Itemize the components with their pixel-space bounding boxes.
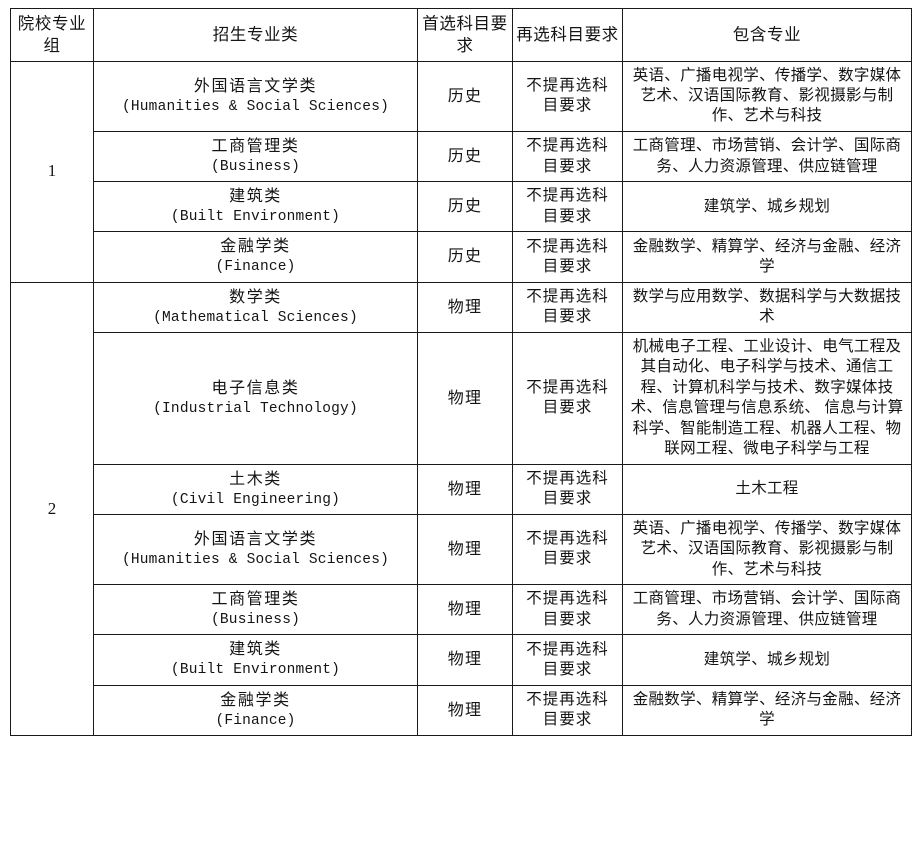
first-choice-subject-cell: 物理 <box>417 684 513 736</box>
second-choice-subject-cell: 不提再选科目要求 <box>512 463 623 515</box>
major-category-cell: 工商管理类 (Business) <box>93 130 418 183</box>
second-choice-subject-cell: 不提再选科目要求 <box>512 684 623 736</box>
major-category-en: (Business) <box>210 612 300 629</box>
table-row: 金融学类 (Finance) 物理 不提再选科目要求 金融数学、精算学、经济与金融、经济… <box>11 684 912 736</box>
major-category-en: (Civil Engineering) <box>170 491 341 508</box>
major-category-cn: 数学类 <box>229 288 282 306</box>
first-choice-subject-cell: 物理 <box>417 513 513 586</box>
column-header-group: 院校专业组 <box>10 8 94 62</box>
major-category-cn: 建筑类 <box>229 188 282 206</box>
major-category-cn: 工商管理类 <box>211 591 300 609</box>
major-category-cell: 土木类 (Civil Engineering) <box>93 463 418 515</box>
major-category-en: (Industrial Technology) <box>153 400 358 417</box>
major-category-cn: 外国语言文学类 <box>193 530 318 548</box>
major-category-cell: 金融学类 (Finance) <box>93 684 418 736</box>
header-row: 院校专业组 招生专业类 首选科目要求 再选科目要求 包含专业 <box>10 8 912 62</box>
table-row: 工商管理类 (Business) 物理 不提再选科目要求 工商管理、市场营销、会计学、国… <box>11 584 912 636</box>
table-body: 1 外国语言文学类 (Humanities & Social Sciences) 历史… <box>10 60 912 736</box>
first-choice-subject-cell: 物理 <box>417 634 513 686</box>
group-number-cell: 1 <box>10 60 94 283</box>
included-majors-cell: 工商管理、市场营销、会计学、国际商务、人力资源管理、供应链管理 <box>622 130 912 183</box>
major-category-cn: 金融学类 <box>220 691 291 709</box>
major-category-cell: 外国语言文学类 (Humanities & Social Sciences) <box>93 513 418 586</box>
major-category-en: (Built Environment) <box>170 662 341 679</box>
major-category-cell: 数学类 (Mathematical Sciences) <box>93 281 418 333</box>
table-header: 院校专业组 招生专业类 首选科目要求 再选科目要求 包含专业 <box>10 8 912 62</box>
second-choice-subject-cell: 不提再选科目要求 <box>512 60 623 132</box>
table-row: 2 数学类 (Mathematical Sciences) 物理 不提再选科目要求 数学与… <box>10 281 912 736</box>
table-row: 工商管理类 (Business) 历史 不提再选科目要求 工商管理、市场营销、会计学、国… <box>11 130 912 183</box>
included-majors-cell: 建筑学、城乡规划 <box>622 634 912 686</box>
included-majors-cell: 建筑学、城乡规划 <box>622 181 912 233</box>
second-choice-subject-cell: 不提再选科目要求 <box>512 231 623 283</box>
first-choice-subject-cell: 历史 <box>417 181 513 233</box>
major-category-en: (Humanities & Social Sciences) <box>121 551 390 568</box>
major-category-en: (Mathematical Sciences) <box>153 309 358 326</box>
first-choice-subject-cell: 物理 <box>417 331 513 465</box>
table-row: 电子信息类 (Industrial Technology) 物理 不提再选科目要求 机械… <box>11 331 912 465</box>
first-choice-subject-cell: 历史 <box>417 60 513 132</box>
table-row: 外国语言文学类 (Humanities & Social Sciences) 物理不… <box>11 513 912 586</box>
second-choice-subject-cell: 不提再选科目要求 <box>512 513 623 586</box>
second-choice-subject-cell: 不提再选科目要求 <box>512 634 623 686</box>
first-choice-subject-cell: 物理 <box>417 463 513 515</box>
column-header-second-choice: 再选科目要求 <box>512 8 623 62</box>
major-category-en: (Business) <box>210 159 300 175</box>
included-majors-cell: 土木工程 <box>622 463 912 515</box>
first-choice-subject-cell: 历史 <box>417 130 513 183</box>
second-choice-subject-cell: 不提再选科目要求 <box>512 181 623 233</box>
column-header-first-choice: 首选科目要求 <box>417 8 513 62</box>
major-category-cn: 建筑类 <box>229 641 282 659</box>
first-choice-subject-cell: 物理 <box>417 584 513 636</box>
admission-major-table: 院校专业组 招生专业类 首选科目要求 再选科目要求 包含专业 1 外国语言文学类 (… <box>10 8 912 736</box>
first-choice-subject-cell: 历史 <box>417 231 513 283</box>
column-header-category: 招生专业类 <box>93 8 418 62</box>
column-header-majors: 包含专业 <box>622 8 912 62</box>
major-category-cn: 电子信息类 <box>211 379 300 397</box>
first-choice-subject-cell: 物理 <box>417 281 513 333</box>
included-majors-cell: 金融数学、精算学、经济与金融、经济学 <box>622 684 912 736</box>
major-category-cell: 金融学类 (Finance) <box>93 231 418 283</box>
group-number-cell: 2 <box>10 281 94 736</box>
second-choice-subject-cell: 不提再选科目要求 <box>512 584 623 636</box>
major-category-cell: 外国语言文学类 (Humanities & Social Sciences) <box>93 60 418 132</box>
major-category-en: (Finance) <box>215 712 296 729</box>
table-row: 土木类 (Civil Engineering) 物理 不提再选科目要求 土木工程 <box>11 463 912 515</box>
major-category-en: (Finance) <box>215 259 296 276</box>
table-row: 1 外国语言文学类 (Humanities & Social Sciences) 历史… <box>10 60 912 283</box>
included-majors-cell: 数学与应用数学、数据科学与大数据技术 <box>622 281 912 333</box>
major-category-cn: 土木类 <box>229 470 282 488</box>
major-category-cell: 工商管理类 (Business) <box>93 584 418 636</box>
second-choice-subject-cell: 不提再选科目要求 <box>512 130 623 183</box>
major-category-en: (Built Environment) <box>170 209 341 226</box>
included-majors-cell: 机械电子工程、工业设计、电气工程及其自动化、电子科学与技术、通信工程、计算机科学… <box>622 331 912 465</box>
included-majors-cell: 英语、广播电视学、传播学、数字媒体艺术、汉语国际教育、影视摄影与制作、艺术与科技 <box>622 513 912 586</box>
table-row: 建筑类 (Built Environment) 历史 不提再选科目要求 建筑学、城乡规划 <box>11 181 912 233</box>
included-majors-cell: 英语、广播电视学、传播学、数字媒体艺术、汉语国际教育、影视摄影与制作、艺术与科技 <box>622 60 912 132</box>
included-majors-cell: 金融数学、精算学、经济与金融、经济学 <box>622 231 912 283</box>
table-row: 金融学类 (Finance) 历史 不提再选科目要求 金融数学、精算学、经济与金融、经济… <box>11 231 912 283</box>
second-choice-subject-cell: 不提再选科目要求 <box>512 331 623 465</box>
major-category-cn: 外国语言文学类 <box>193 77 318 95</box>
major-category-en: (Humanities & Social Sciences) <box>121 98 390 115</box>
major-category-cell: 建筑类 (Built Environment) <box>93 634 418 686</box>
second-choice-subject-cell: 不提再选科目要求 <box>512 281 623 333</box>
major-category-cell: 建筑类 (Built Environment) <box>93 181 418 233</box>
table-row: 建筑类 (Built Environment) 物理 不提再选科目要求 建筑学、城乡规划 <box>11 634 912 686</box>
included-majors-cell: 工商管理、市场营销、会计学、国际商务、人力资源管理、供应链管理 <box>622 584 912 636</box>
major-category-cn: 工商管理类 <box>211 137 300 155</box>
major-category-cn: 金融学类 <box>220 238 291 256</box>
major-category-cell: 电子信息类 (Industrial Technology) <box>93 331 418 465</box>
